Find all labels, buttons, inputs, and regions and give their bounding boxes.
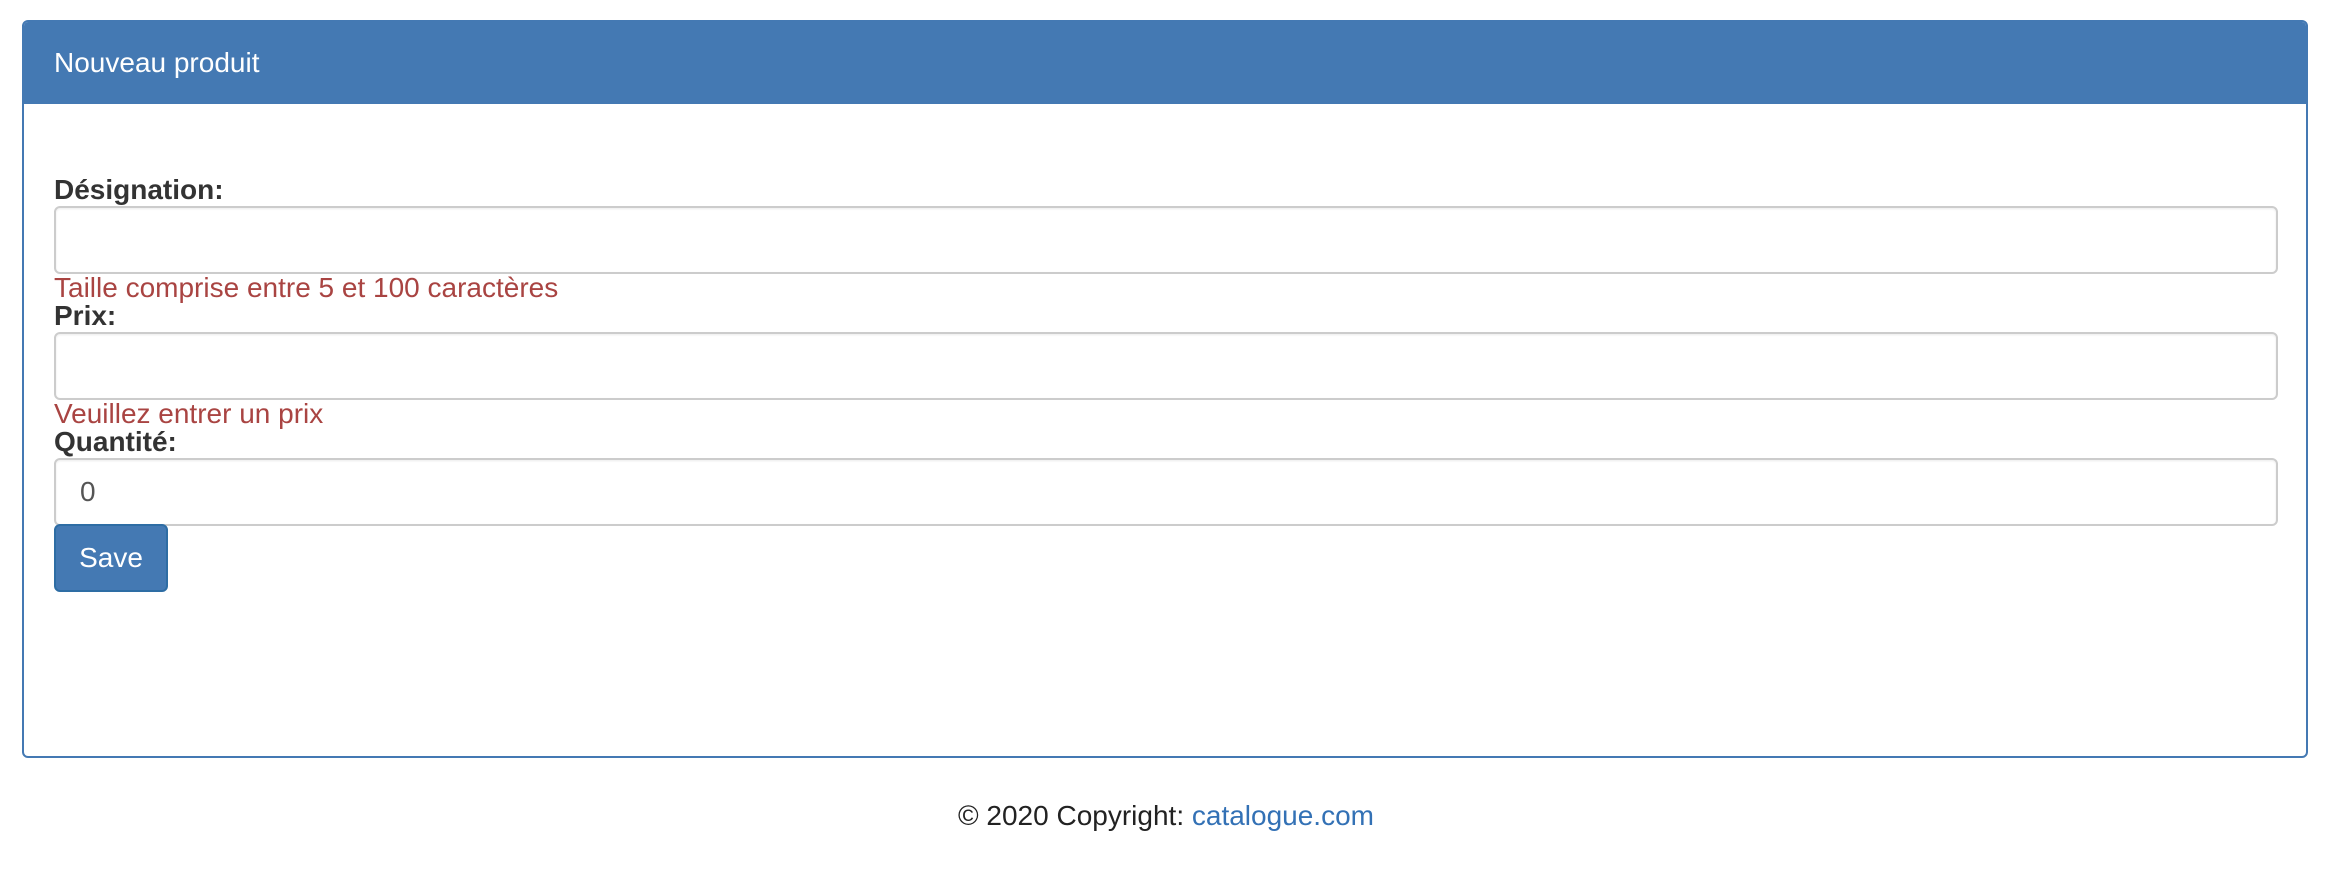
prix-error: Veuillez entrer un prix — [54, 398, 324, 429]
footer: © 2020 Copyright: catalogue.com — [0, 800, 2332, 832]
quantite-input[interactable] — [54, 458, 2278, 526]
footer-link[interactable]: catalogue.com — [1191, 800, 1374, 831]
panel-title: Nouveau produit — [54, 47, 260, 78]
prix-label: Prix: — [54, 300, 117, 331]
designation-label: Désignation: — [54, 174, 224, 205]
panel-heading: Nouveau produit — [24, 22, 2306, 104]
quantite-label: Quantité: — [54, 426, 177, 457]
footer-copyright: © 2020 Copyright: — [958, 800, 1185, 831]
designation-input[interactable] — [54, 206, 2278, 274]
save-button[interactable]: Save — [54, 524, 168, 592]
prix-input[interactable] — [54, 332, 2278, 400]
product-form-panel: Nouveau produit Désignation: Taille comp… — [22, 20, 2308, 758]
designation-error: Taille comprise entre 5 et 100 caractère… — [54, 272, 559, 303]
